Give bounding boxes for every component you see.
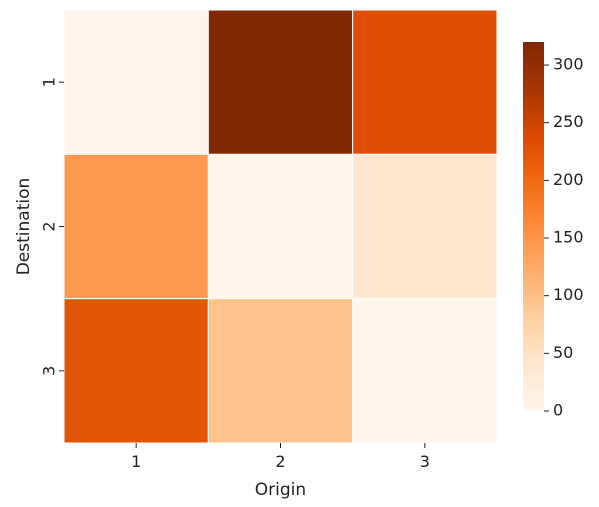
y-axis-label: Destination	[14, 178, 34, 276]
x-axis-label: Origin	[255, 480, 306, 500]
colorbar-tick-label: 0	[553, 401, 563, 420]
colorbar-tick-label: 250	[553, 112, 584, 131]
heatmap-cell-r2-c1	[63, 153, 209, 300]
heatmap-cell-r2-c2	[207, 153, 354, 300]
colorbar-tick-label: 100	[553, 285, 584, 304]
x-tick-label: 2	[275, 452, 285, 471]
colorbar-tick-label: 200	[553, 170, 584, 189]
colorbar-tick-label: 300	[553, 55, 584, 74]
y-tick-label: 2	[40, 221, 59, 231]
heatmap-cell-r3-c2	[207, 298, 354, 444]
heatmap-cells	[63, 9, 498, 444]
heatmap-cell-r1-c1	[63, 9, 209, 155]
x-tick-label: 1	[131, 452, 141, 471]
heatmap-cell-r2-c3	[352, 153, 498, 300]
colorbar-tick-label: 50	[553, 343, 573, 362]
x-tick-label: 3	[420, 452, 430, 471]
y-tick-label: 1	[40, 77, 59, 87]
heatmap-cell-r1-c3	[352, 9, 498, 155]
heatmap-cell-r3-c3	[352, 298, 498, 444]
y-axis-ticks: 1 2 3	[40, 77, 64, 376]
x-axis-ticks: 1 2 3	[131, 443, 430, 471]
colorbar: 0 50 100 150 200 250 300	[523, 42, 584, 420]
y-tick-label: 3	[40, 366, 59, 376]
heatmap-cell-r1-c2	[207, 9, 354, 155]
colorbar-gradient	[523, 42, 544, 411]
heatmap-cell-r3-c1	[63, 298, 209, 444]
colorbar-tick-label: 150	[553, 228, 584, 247]
